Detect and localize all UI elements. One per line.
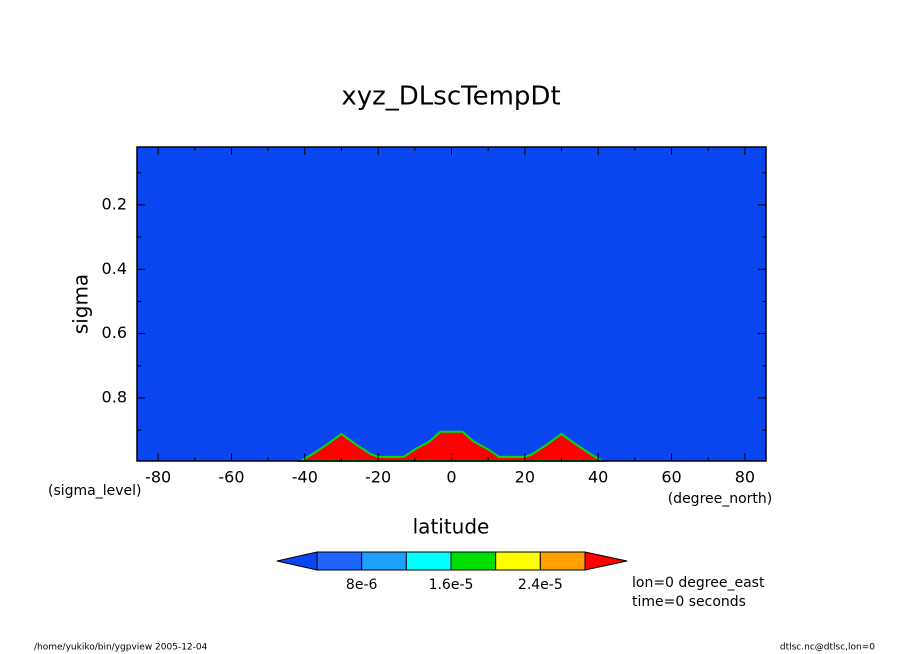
x-tick-label: 80 xyxy=(735,468,755,487)
x-axis-label: latitude xyxy=(413,515,490,539)
annotation: lon=0 degree_east xyxy=(632,575,765,591)
chart-title: xyz_DLscTempDt xyxy=(341,82,560,112)
colorbar-box xyxy=(495,551,541,571)
y-unit: (sigma_level) xyxy=(48,483,142,499)
y-tick-label: 0.2 xyxy=(102,194,127,213)
x-tick-label: 0 xyxy=(446,468,456,487)
x-tick-label: 40 xyxy=(588,468,608,487)
y-tick-label: 0.6 xyxy=(102,323,127,342)
x-tick-label: -40 xyxy=(292,468,318,487)
x-tick-label: 20 xyxy=(515,468,535,487)
colorbar-above xyxy=(584,551,628,571)
annotation: time=0 seconds xyxy=(632,594,746,610)
colorbar-tick-label: 1.6e-5 xyxy=(429,577,474,593)
footer: /home/yukiko/bin/ygpview 2005-12-04 xyxy=(34,643,208,653)
colorbar-box xyxy=(361,551,407,571)
x-tick-label: 60 xyxy=(661,468,681,487)
y-axis-label: sigma xyxy=(69,274,93,334)
footer: dtlsc.nc@dtlsc,lon=0 xyxy=(780,643,875,653)
y-tick-label: 0.4 xyxy=(102,259,127,278)
x-unit: (degree_north) xyxy=(668,491,773,507)
x-tick-label: -20 xyxy=(365,468,391,487)
contour-region xyxy=(297,430,606,462)
colorbar-box xyxy=(450,551,497,571)
colorbar-box xyxy=(316,551,363,571)
x-tick-label: -60 xyxy=(218,468,244,487)
colorbar-box xyxy=(405,551,452,571)
field xyxy=(137,147,766,461)
colorbar-tick-label: 8e-6 xyxy=(346,577,378,593)
colorbar-box xyxy=(539,551,586,571)
colorbar-tick-label: 2.4e-5 xyxy=(518,577,563,593)
x-tick-label: -80 xyxy=(145,468,171,487)
y-tick-label: 0.8 xyxy=(102,387,127,406)
